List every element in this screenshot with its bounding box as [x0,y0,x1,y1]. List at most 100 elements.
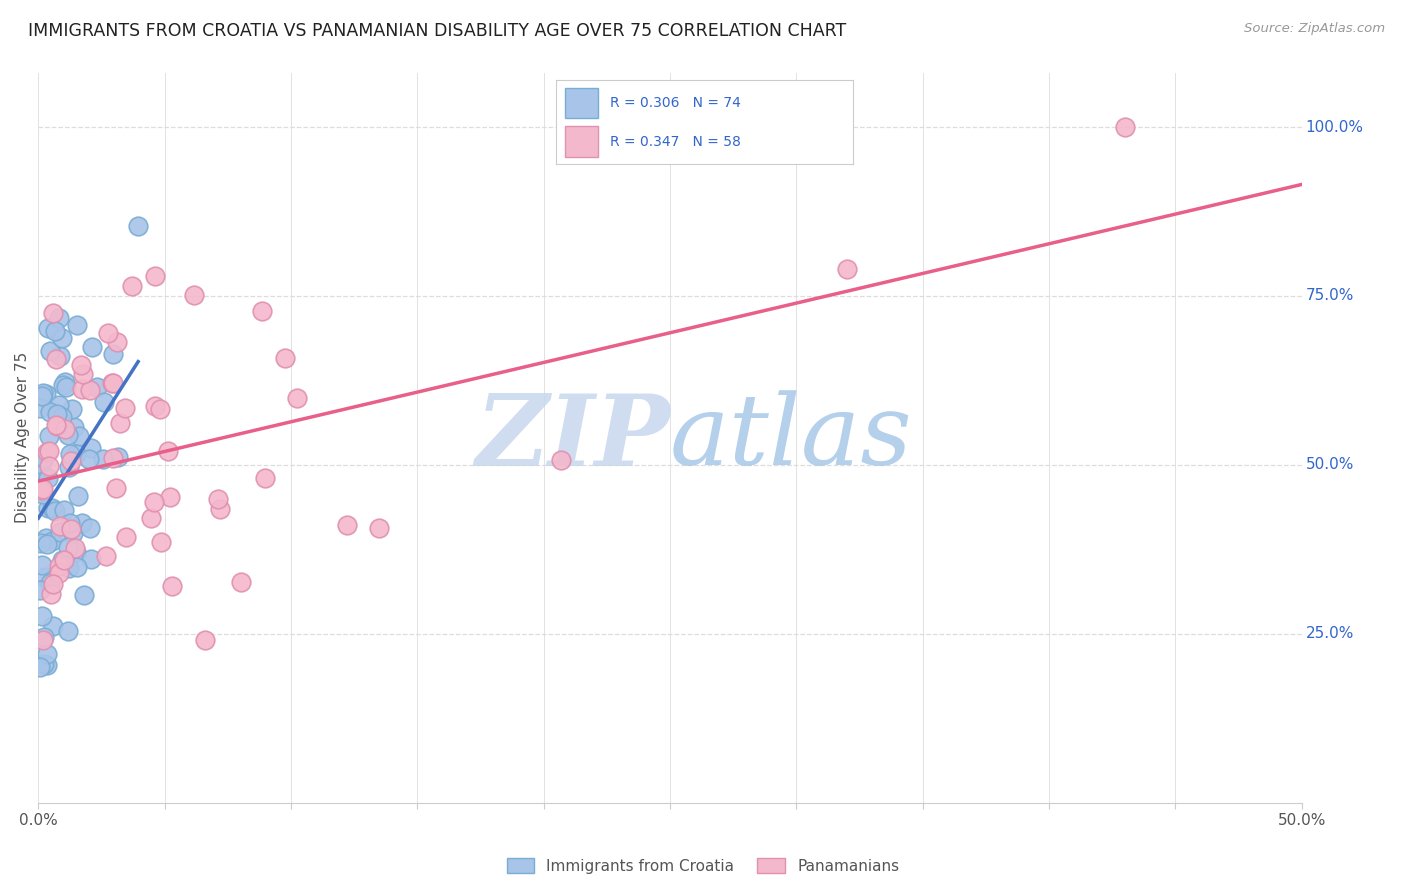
Point [53,421,76,435]
Point [30,483,52,497]
Point [59,523,82,537]
Point [32,386,55,401]
Point [207,492,229,507]
Point [183,287,205,301]
Point [42,306,65,320]
Point [143,400,166,414]
Point [53,375,76,389]
Text: atlas: atlas [671,390,912,485]
Point [65,541,87,555]
Y-axis label: Disability Age Over 75: Disability Age Over 75 [15,352,30,524]
Point [44,504,66,518]
Point [105,334,128,349]
Point [162,579,184,593]
Point [45,418,67,433]
Point [48,566,70,580]
Point [79,551,101,566]
Point [51,331,73,345]
Point [114,530,136,544]
Point [42,576,65,591]
Point [30,536,52,550]
Text: IMMIGRANTS FROM CROATIA VS PANAMANIAN DISABILITY AGE OVER 75 CORRELATION CHART: IMMIGRANTS FROM CROATIA VS PANAMANIAN DI… [28,22,846,40]
Point [31,389,53,403]
Point [41,618,63,632]
Point [32,657,55,671]
Point [80,441,103,455]
Point [1114,120,1136,134]
Point [38,429,60,443]
Point [121,279,143,293]
Point [31,633,53,648]
Point [65,545,87,559]
Point [97,326,120,340]
Point [37,471,59,485]
Point [37,501,59,516]
Point [253,471,276,485]
Point [60,454,83,468]
Point [48,311,70,326]
Point [70,382,93,396]
Point [34,570,56,584]
Point [35,386,58,401]
Point [108,417,131,431]
Text: ZIP: ZIP [475,390,671,486]
Point [32,483,55,497]
Text: 50.0%: 50.0% [1305,458,1354,472]
Point [550,453,572,467]
Point [70,358,93,372]
Point [32,487,55,501]
Point [52,553,75,567]
Point [39,405,62,419]
Point [67,428,90,442]
Point [32,630,55,644]
Point [58,561,80,575]
Point [48,519,70,533]
Point [38,458,60,473]
Point [149,534,172,549]
Point [274,351,297,366]
Text: 75.0%: 75.0% [1305,288,1354,303]
Point [28,401,51,415]
Point [79,521,101,535]
Point [35,647,58,661]
Point [45,352,67,367]
Point [30,660,52,674]
Point [51,409,73,424]
Point [30,457,52,471]
Point [44,324,66,338]
Point [91,452,114,467]
Point [55,380,77,394]
Point [48,349,70,363]
Point [101,376,124,390]
Point [41,534,63,549]
Point [127,219,149,233]
Text: Source: ZipAtlas.com: Source: ZipAtlas.com [1244,22,1385,36]
Point [32,467,55,481]
Point [31,608,53,623]
Legend: Immigrants from Croatia, Panamanians: Immigrants from Croatia, Panamanians [501,852,905,880]
Point [194,633,217,648]
Point [56,427,79,442]
Point [39,587,62,601]
Point [208,502,231,516]
Point [32,451,55,466]
Point [367,520,389,534]
Point [38,443,60,458]
Point [94,549,117,563]
Point [101,450,124,465]
Point [72,367,94,381]
Text: 25.0%: 25.0% [1305,626,1354,641]
Point [53,502,76,516]
Point [77,452,100,467]
Point [59,447,82,461]
Point [56,624,79,639]
Point [229,574,252,589]
Point [114,401,136,416]
Point [250,304,273,318]
Point [73,588,96,602]
Point [52,377,75,392]
Point [93,394,115,409]
Point [835,261,858,276]
Point [58,459,80,474]
Point [336,518,359,533]
